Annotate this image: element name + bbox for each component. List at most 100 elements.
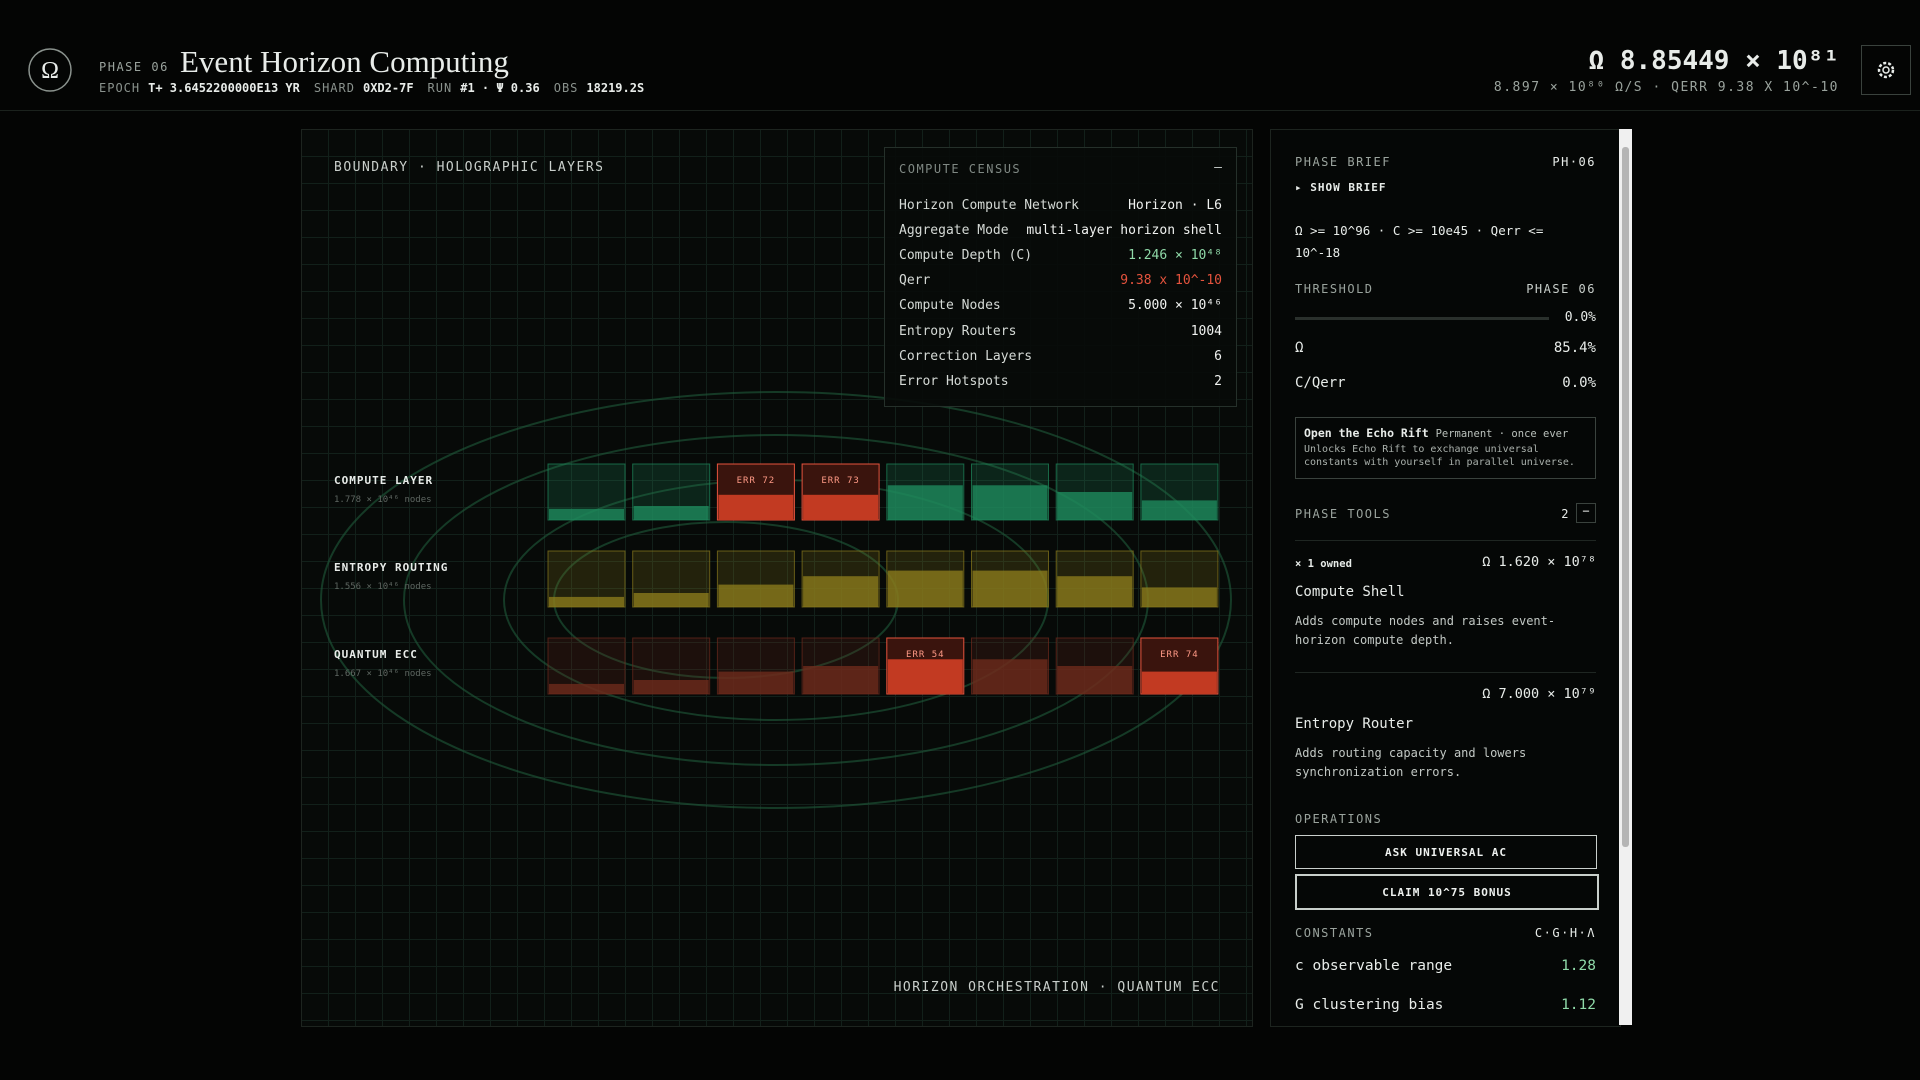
rift-heading: Open the Echo Rift Permanent · once ever [1304, 426, 1587, 440]
constant-label: G clustering bias [1295, 997, 1444, 1013]
cell-fill [803, 576, 879, 607]
brief-header: PHASE BRIEF PH·06 [1295, 155, 1596, 169]
tool-text: Adds routing capacity and lowers synchro… [1295, 746, 1527, 779]
brief-requirement: Ω >= 10^96 · C >= 10e45 · Qerr <= 10^-18 [1295, 223, 1544, 260]
brief-toggle[interactable]: ▸ SHOW BRIEF [1295, 181, 1387, 194]
tool-name: Compute Shell [1295, 584, 1405, 600]
threshold-value: 0.0% [1562, 375, 1596, 391]
census-row: Compute Depth (C) 1.246 × 10⁴⁸ [899, 248, 1222, 263]
layer-cell [886, 550, 965, 608]
scroll-thumb[interactable] [1622, 147, 1629, 847]
layer-cell [971, 637, 1049, 695]
layer-name: ENTROPY ROUTING [334, 561, 449, 574]
cell-error: ERR 73 [821, 476, 860, 486]
constants-code: C·G·H·Λ [1534, 926, 1596, 940]
operation-button[interactable]: CLAIM 10^75 BONUS [1295, 874, 1599, 910]
tool-owned: × 1 owned [1295, 558, 1352, 570]
census-panel: COMPUTE CENSUS — Horizon Compute Network… [884, 147, 1237, 407]
layer-cell [547, 550, 626, 608]
header: Ω PHASE 06 Event Horizon Computing EPOCH… [0, 0, 1920, 111]
cell-fill [1141, 500, 1217, 520]
threshold-row: C/Qerr 0.0% [1295, 375, 1596, 391]
threshold-title: THRESHOLD [1295, 282, 1374, 296]
logo-ring [28, 48, 72, 92]
threshold-header: THRESHOLD PHASE 06 [1295, 282, 1596, 296]
boundary-footer: HORIZON ORCHESTRATION · QUANTUM ECC [893, 980, 1220, 995]
cell-error: ERR 72 [737, 476, 776, 486]
threshold-value: 85.4% [1553, 340, 1596, 356]
rift-text: Unlocks Echo Rift to exchange universal … [1304, 444, 1575, 468]
constant-label: c observable range [1295, 958, 1453, 974]
cell-fill [718, 584, 794, 607]
rate: 8.897 × 10⁸⁰ Ω/S · QERR 9.38 X 10^-10 [1493, 80, 1839, 95]
cell-fill [972, 659, 1048, 694]
cell-fill [1141, 587, 1217, 607]
cell-fill [1057, 492, 1133, 520]
tool[interactable]: Ω 7.000 × 10⁷⁹ Entropy Router Adds routing… [1295, 686, 1596, 796]
tools-count: 2 [1561, 507, 1570, 521]
constant-value: 1.12 [1561, 997, 1596, 1013]
threshold-label: Ω [1295, 340, 1304, 356]
gear [1877, 61, 1895, 79]
stat-value: T+ 3.6452200000E13 YR [148, 81, 300, 95]
logo: Ω [28, 48, 72, 92]
phase: PHASE 06 [99, 60, 169, 74]
tool-cost: Ω 7.000 × 10⁷⁹ [1482, 686, 1596, 702]
layer-nodes: 1.667 × 10⁴⁶ nodes [334, 669, 432, 679]
cell-fill [549, 683, 624, 694]
layer-cell [547, 637, 626, 695]
census-value: 5.000 × 10⁴⁶ [1128, 298, 1222, 314]
census-row: Aggregate Mode multi-layer horizon shell [899, 223, 1222, 238]
stat-label: EPOCH [99, 81, 141, 95]
brief-title: PHASE BRIEF [1295, 155, 1391, 169]
census-label: Compute Nodes [899, 298, 1001, 314]
tool-divider [1295, 672, 1596, 673]
stat-value: 18219.2S [586, 81, 645, 95]
rift-title: Open the Echo Rift [1304, 426, 1429, 440]
boundary-panel: ERR 72 ERR 73 ERR 54 ERR 74 BOUNDARY · HOLO… [301, 129, 1253, 1027]
cell-fill [803, 666, 879, 694]
constant-value: 1.28 [1561, 958, 1596, 974]
brief-toggle-label: SHOW BRIEF [1310, 181, 1387, 194]
census-value: 2 [1214, 373, 1222, 389]
title: Event Horizon Computing [180, 44, 509, 79]
census-toggle[interactable]: — [1214, 160, 1222, 175]
constant-row: c observable range 1.28 [1295, 958, 1596, 974]
cell-fill [549, 508, 624, 520]
stat-label: SHARD [313, 81, 355, 95]
census-row: Qerr 9.38 x 10^-10 [899, 273, 1222, 288]
layer-cell [632, 637, 711, 695]
layer-cell [1055, 463, 1134, 521]
stat-label: OBS [553, 81, 579, 95]
settings-button[interactable] [1861, 45, 1911, 95]
cell-fill [549, 596, 624, 607]
orbit [320, 391, 1232, 809]
operation-button[interactable]: ASK UNIVERSAL AC [1295, 835, 1597, 869]
cell-fill [633, 680, 709, 694]
boundary-title: BOUNDARY · HOLOGRAPHIC LAYERS [334, 160, 605, 175]
scrollbar[interactable] [1619, 129, 1632, 1025]
layer-cell [1055, 637, 1134, 695]
threshold-phase: PHASE 06 [1526, 282, 1596, 296]
cell-fill [972, 570, 1048, 607]
tools-toggle[interactable]: − [1576, 503, 1596, 523]
cell-fill [803, 494, 879, 520]
constant-row: G clustering bias 1.12 [1295, 997, 1596, 1013]
tool-divider [1295, 540, 1596, 541]
layer-cell [1140, 463, 1219, 521]
layer-cell [801, 550, 880, 608]
census-label: Compute Depth (C) [899, 248, 1033, 264]
omega: Ω 8.85449 × 10⁸¹ [1588, 46, 1839, 76]
layer-nodes: 1.778 × 10⁴⁶ nodes [334, 495, 432, 505]
tool-cost: Ω 1.620 × 10⁷⁸ [1482, 554, 1596, 570]
layer-cell [716, 637, 795, 695]
stat-label: RUN [427, 81, 453, 95]
tool[interactable]: × 1 owned Ω 1.620 × 10⁷⁸ Compute Shell Adds… [1295, 554, 1596, 664]
layer-nodes: 1.556 × 10⁴⁶ nodes [334, 582, 432, 592]
census-label: Aggregate Mode [899, 223, 1009, 239]
rift-box[interactable]: Open the Echo Rift Permanent · once ever… [1295, 417, 1596, 479]
census-label: Error Hotspots [899, 373, 1009, 389]
progress-track [1295, 317, 1549, 320]
threshold-label: C/Qerr [1295, 375, 1346, 391]
